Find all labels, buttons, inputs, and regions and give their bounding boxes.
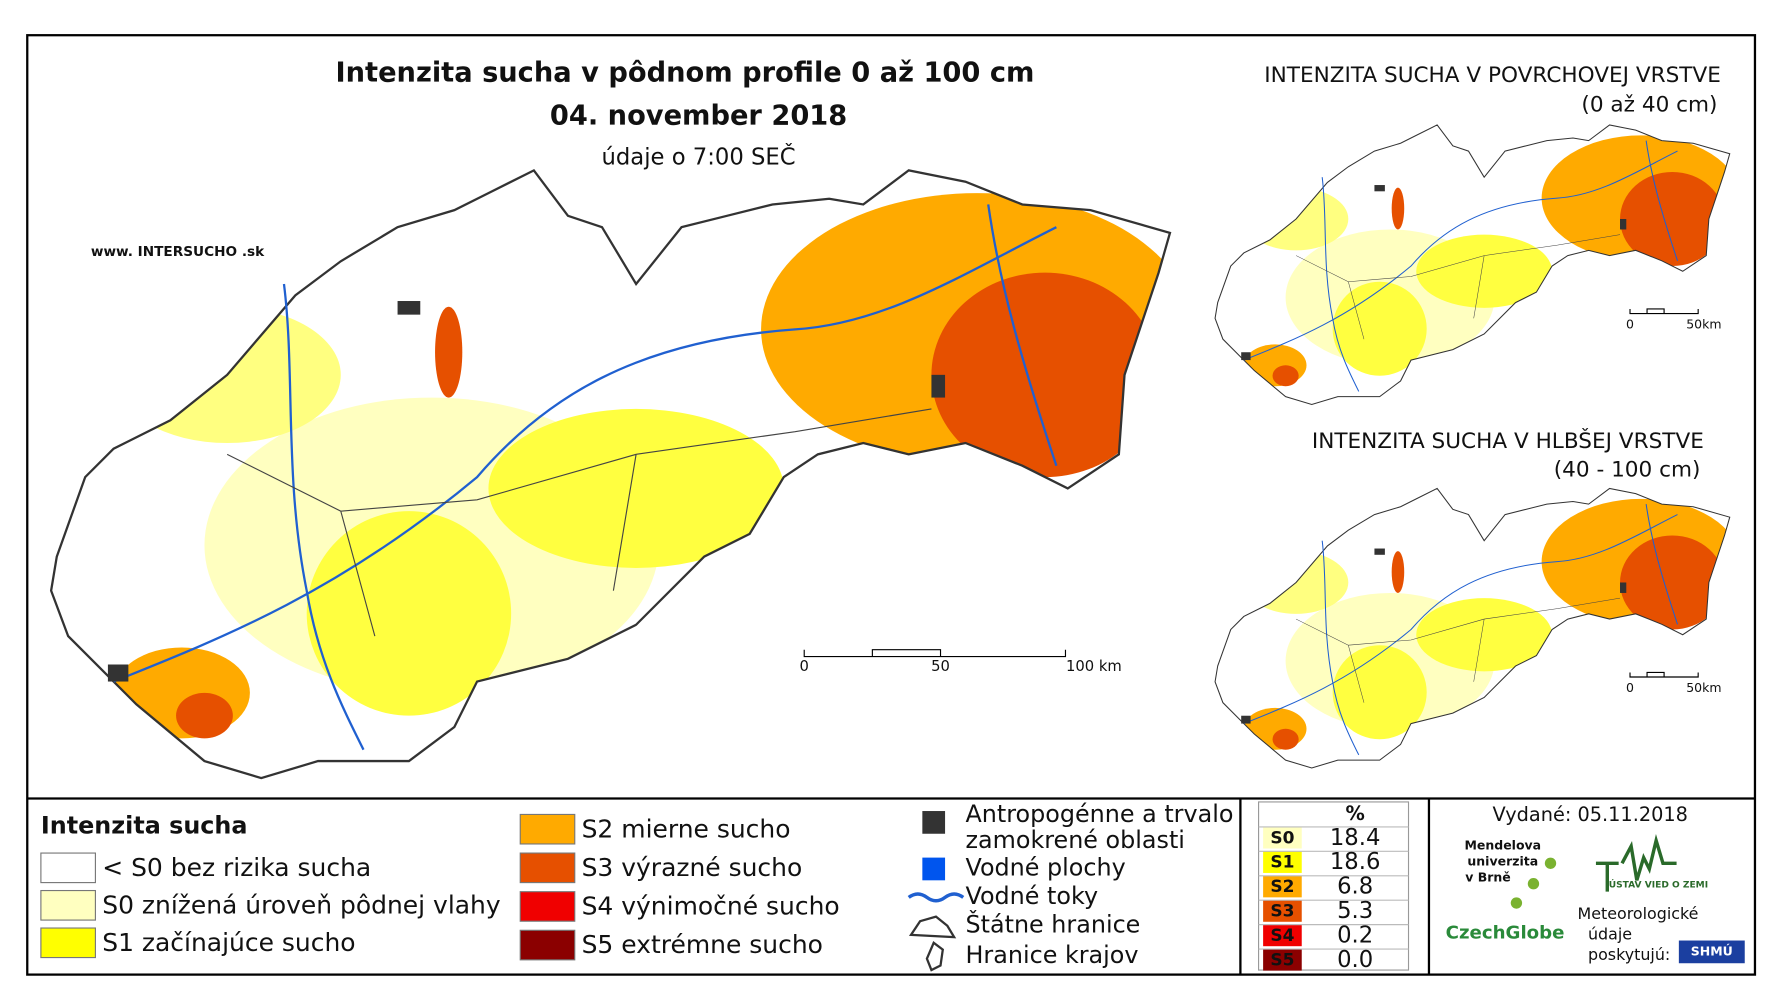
table-class: S5 <box>1270 950 1294 970</box>
legend-swatch <box>40 927 96 959</box>
legend-symbol <box>922 811 946 834</box>
table-frame <box>1258 801 1410 971</box>
logo-czechglobe: CzechGlobe <box>1446 923 1565 944</box>
logo-text: v Brně <box>1465 870 1511 885</box>
legend-label: Antropogénne a trvalo <box>966 800 1234 828</box>
table-class-cell <box>1263 949 1302 971</box>
scale-label: 50km <box>1686 680 1721 695</box>
table-class-cell <box>1263 875 1302 898</box>
scale-label: 0 <box>800 658 809 675</box>
legend-swatch <box>519 813 576 845</box>
table-value: 0.0 <box>1337 947 1373 973</box>
legend-label: S3 výrazné sucho <box>582 853 803 882</box>
legend-label: Štátne hranice <box>966 910 1141 938</box>
inset-subtitle: (40 - 100 cm) <box>1554 457 1701 482</box>
table-class-cell <box>1263 851 1302 873</box>
table-value: 18.4 <box>1330 825 1381 851</box>
table-class: S0 <box>1270 828 1294 848</box>
subtitle: údaje o 7:00 SEČ <box>602 142 796 170</box>
inset-title: INTENZITA SUCHA V POVRCHOVEJ VRSTVE <box>1264 63 1721 88</box>
scale-label: 50km <box>1686 316 1721 331</box>
title: Intenzita sucha v pôdnom profile 0 až 10… <box>336 57 1035 88</box>
inset-map <box>1215 125 1740 405</box>
inset-map <box>1215 488 1740 768</box>
table-class-cell <box>1263 900 1302 922</box>
legend-label: S2 mierne sucho <box>582 814 791 843</box>
scale-label: 50 <box>931 658 950 675</box>
table-class: S1 <box>1270 853 1294 873</box>
table-header: % <box>1345 802 1364 825</box>
legend-symbol <box>907 892 965 903</box>
inset-title: INTENZITA SUCHA V HLBŠEJ VRSTVE <box>1312 428 1704 454</box>
table-class: S3 <box>1270 902 1294 922</box>
scale-label: 0 <box>1626 316 1634 331</box>
table-class: S2 <box>1270 877 1294 897</box>
legend-title: Intenzita sucha <box>41 811 248 839</box>
logo-text: údaje <box>1588 924 1632 943</box>
table-value: 18.6 <box>1330 849 1381 875</box>
legend-label: < S0 bez rizika sucha <box>102 853 371 882</box>
legend-swatch <box>519 891 576 922</box>
table-class-cell <box>1263 826 1302 849</box>
legend-swatch <box>519 929 576 961</box>
legend-label: zamokrené oblasti <box>966 826 1185 854</box>
date: 04. november 2018 <box>550 100 847 131</box>
logo-text: ÚSTAV VIED O ZEMI <box>1609 878 1708 890</box>
scale-label: 100 km <box>1066 658 1122 675</box>
website: www. INTERSUCHO .sk <box>91 244 265 260</box>
legend-label: Hranice krajov <box>966 941 1139 969</box>
scale-label: 0 <box>1626 680 1634 695</box>
logo-text: univerzita <box>1467 854 1538 869</box>
logo-text: Mendelova <box>1464 838 1541 853</box>
frame <box>26 34 1757 976</box>
legend-label: S1 začínajúce sucho <box>102 928 355 957</box>
logo-text: Meteorologické <box>1578 904 1699 923</box>
legend-symbol <box>908 915 957 939</box>
logo-text: poskytujú: <box>1588 945 1670 964</box>
table-class-cell <box>1263 924 1302 947</box>
legend-swatch <box>519 852 576 884</box>
legend-label: S4 výnimočné sucho <box>582 892 840 921</box>
legend-label: Vodné plochy <box>966 853 1126 881</box>
legend-label: Vodné toky <box>966 882 1099 910</box>
main-map <box>51 170 1193 778</box>
legend-label: S0 znížená úroveň pôdnej vlahy <box>102 890 501 919</box>
table-value: 5.3 <box>1337 898 1373 924</box>
table-value: 6.8 <box>1337 874 1373 900</box>
inset-subtitle: (0 až 40 cm) <box>1581 93 1717 118</box>
legend-swatch <box>40 852 96 884</box>
table-class: S4 <box>1270 926 1294 946</box>
issued: Vydané: 05.11.2018 <box>1493 803 1688 826</box>
legend-symbol <box>922 857 946 881</box>
legend-label: S5 extrémne sucho <box>582 930 823 959</box>
table-value: 0.2 <box>1337 922 1373 948</box>
logo-shmu: SHMÚ <box>1691 943 1733 958</box>
legend-swatch <box>40 889 96 921</box>
legend-symbol <box>925 941 945 972</box>
